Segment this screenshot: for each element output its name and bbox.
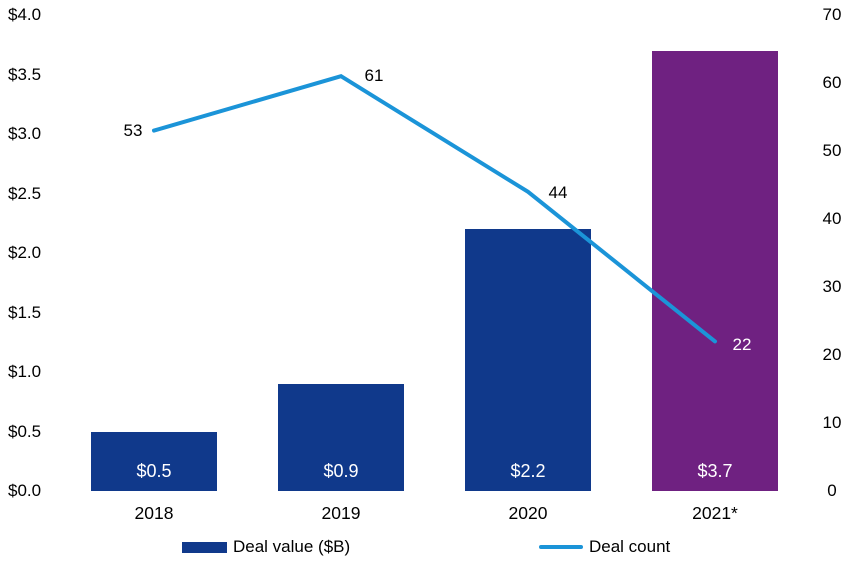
x-axis-label: 2019 — [321, 503, 361, 523]
right-axis-tick-label: 70 — [822, 5, 842, 24]
line-point-label: 22 — [732, 335, 752, 355]
legend-label-deal-count: Deal count — [589, 537, 671, 556]
bar-value-label: $2.2 — [510, 461, 546, 481]
deal-value-bar-swatch-icon — [182, 541, 227, 553]
legend: Deal value ($B) Deal count — [0, 534, 850, 560]
right-axis-tick-label: 50 — [822, 141, 842, 160]
left-axis-tick-label: $1.0 — [8, 362, 42, 381]
left-axis-tick-label: $1.5 — [8, 302, 42, 322]
right-axis-tick-label: 10 — [822, 413, 842, 432]
left-axis-tick-label: $3.5 — [8, 64, 42, 84]
bar-value-label: $0.5 — [136, 461, 172, 481]
deal-value-bar — [278, 383, 404, 491]
bar-value-label: $0.9 — [323, 461, 359, 481]
left-axis-tick-label: $2.0 — [8, 243, 42, 262]
legend-item-deal-count: Deal count — [539, 534, 670, 560]
deal-value-bar — [465, 229, 591, 491]
left-axis-tick-label: $0.0 — [8, 481, 42, 500]
x-axis-label: 2021* — [692, 503, 738, 523]
right-axis-tick-label: 20 — [822, 345, 842, 364]
line-point-label: 53 — [123, 120, 143, 140]
left-axis-tick-label: $2.5 — [8, 183, 42, 203]
bar-value-label: $3.7 — [697, 461, 733, 481]
deal-count-line-swatch-icon — [539, 545, 583, 549]
left-axis-tick-label: $3.0 — [8, 124, 42, 143]
right-axis-tick-label: 40 — [822, 209, 842, 228]
legend-label-deal-value: Deal value ($B) — [233, 537, 351, 556]
legend-item-deal-value: Deal value ($B) — [182, 534, 350, 560]
right-axis-tick-label: 60 — [822, 73, 842, 92]
line-point-label: 61 — [364, 66, 384, 86]
left-axis-tick-label: $0.5 — [8, 421, 42, 441]
left-axis-tick-label: $4.0 — [8, 5, 42, 24]
deal-value-bar — [652, 50, 778, 491]
deal-value-bar — [91, 431, 217, 491]
line-point-label: 44 — [548, 182, 568, 202]
right-axis-tick-label: 30 — [822, 277, 842, 296]
x-axis-label: 2020 — [508, 503, 548, 523]
x-axis-label: 2018 — [134, 503, 174, 523]
deal-count-line — [152, 74, 717, 344]
right-axis-tick-label: 0 — [827, 481, 837, 500]
